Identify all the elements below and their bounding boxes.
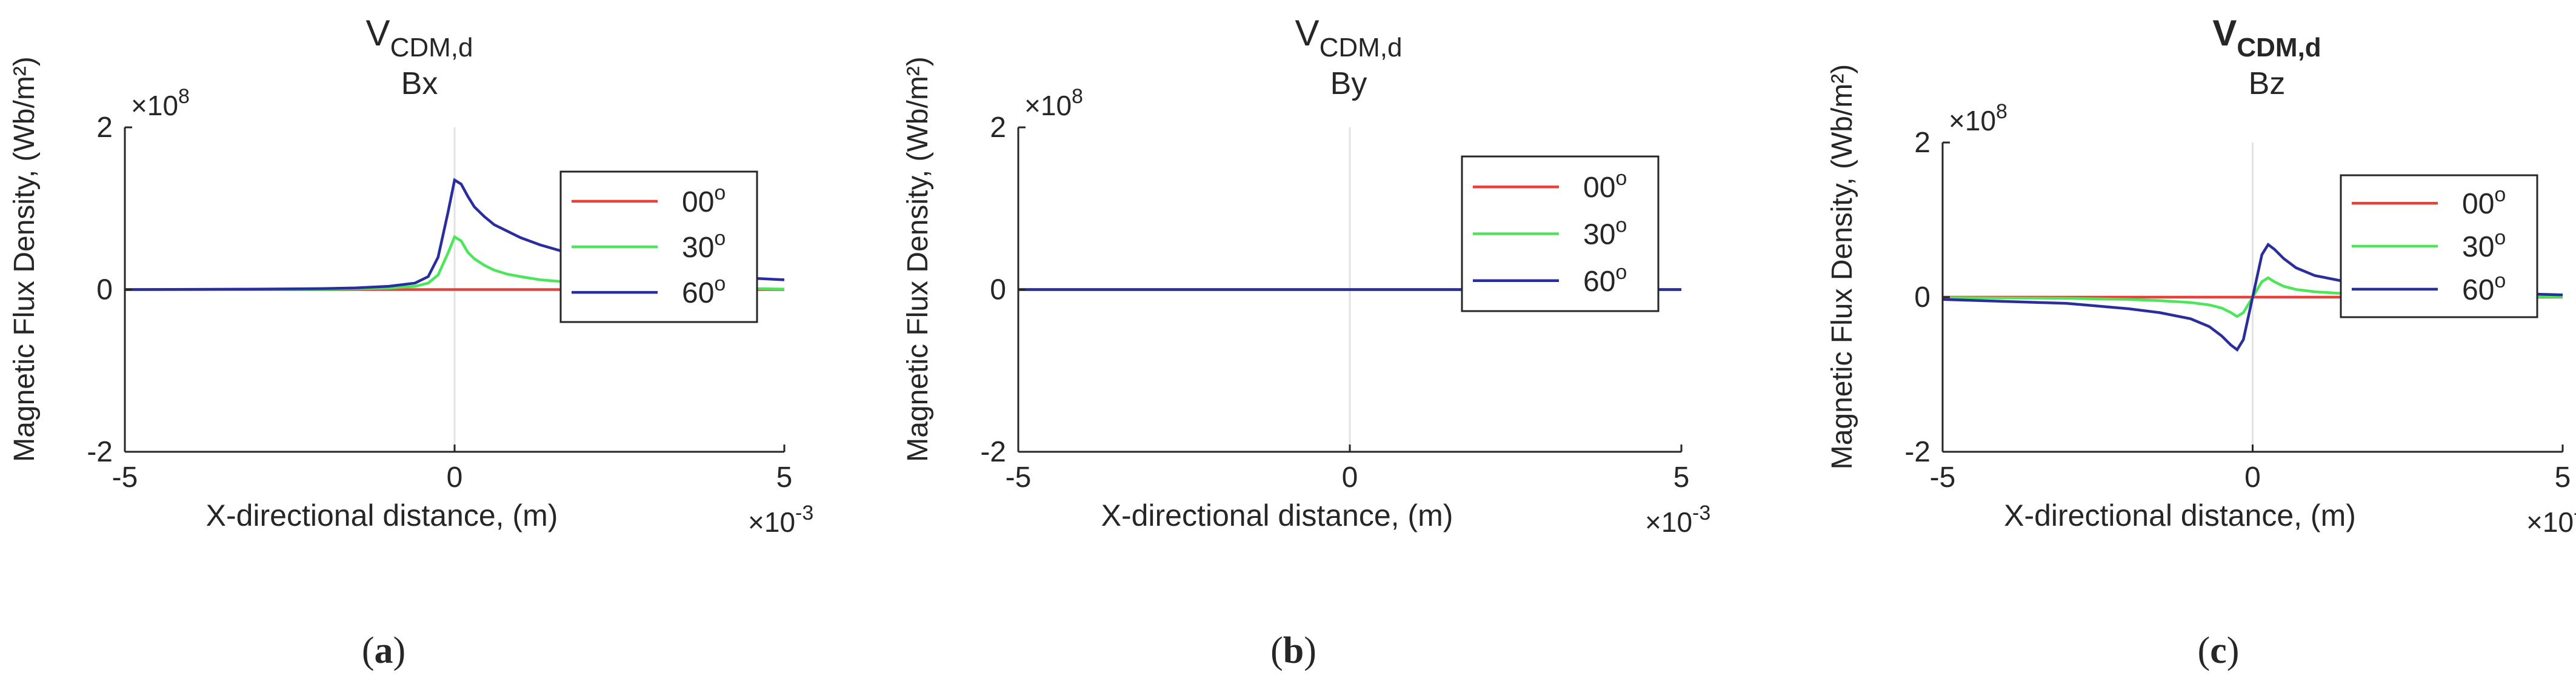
y-multiplier-exponent: 8	[178, 85, 190, 108]
y-axis-label: Magnetic Flux Density, (Wb/m²)	[902, 56, 934, 462]
legend-label-degree: o	[714, 272, 726, 295]
x-multiplier-base: ×10	[2526, 506, 2574, 538]
x-axis-label: X-directional distance, (m)	[206, 498, 558, 532]
y-tick-label: 2	[1914, 127, 1930, 159]
legend-label-value: 00	[1583, 172, 1615, 204]
caption-open-paren: (	[2198, 630, 2211, 671]
y-tick-label: 2	[96, 112, 113, 144]
legend-label-value: 00	[2462, 188, 2494, 220]
caption-open-paren: (	[1270, 630, 1283, 671]
panel-caption: (a)	[362, 630, 405, 671]
chart-subtitle: By	[1330, 66, 1367, 101]
legend-label-00: 00o	[2462, 183, 2506, 220]
legend-label-60: 60o	[2462, 269, 2506, 306]
legend-label-30: 30o	[1583, 214, 1627, 251]
y-multiplier-base: ×10	[1949, 105, 1996, 136]
chart-title: VCDM,d	[366, 13, 473, 62]
legend-label-30: 30o	[2462, 226, 2506, 263]
legend-label-degree: o	[2494, 183, 2506, 206]
panel-caption: (b)	[1270, 630, 1316, 671]
caption-close-paren: )	[1304, 630, 1316, 671]
y-multiplier-base: ×10	[131, 90, 178, 121]
y-multiplier-exponent: 8	[1072, 85, 1083, 108]
y-tick-label: 0	[1914, 281, 1930, 314]
legend-label-degree: o	[2494, 269, 2506, 292]
x-multiplier-base: ×10	[748, 506, 795, 538]
x-tick-label: 5	[776, 461, 793, 494]
legend-label-value: 60	[1583, 266, 1615, 298]
x-axis-label: X-directional distance, (m)	[2004, 498, 2356, 532]
chart-title: VCDM,d	[2212, 13, 2321, 62]
x-multiplier-exponent: -3	[2574, 502, 2576, 525]
y-tick-label: 0	[96, 274, 113, 306]
y-multiplier: ×108	[1024, 85, 1083, 121]
y-multiplier-base: ×10	[1024, 90, 1072, 121]
x-tick-label: 0	[447, 461, 463, 494]
x-tick-label: 0	[2244, 461, 2261, 494]
legend-label-00: 00o	[1583, 167, 1627, 204]
y-tick-label: 0	[990, 274, 1006, 306]
x-tick-label: -5	[112, 461, 138, 494]
x-multiplier: ×10-3	[1645, 502, 1710, 538]
legend-label-degree: o	[2494, 226, 2506, 249]
legend-label-value: 60	[2462, 274, 2494, 306]
x-multiplier-exponent: -3	[1692, 502, 1710, 525]
legend-label-00: 00o	[682, 181, 726, 218]
caption-letter: b	[1283, 630, 1304, 671]
y-tick-label: 2	[990, 112, 1006, 144]
legend-label-degree: o	[1615, 167, 1627, 190]
legend-label-value: 00	[682, 186, 714, 218]
caption-open-paren: (	[362, 630, 375, 671]
chart-subtitle: Bx	[401, 66, 438, 101]
x-tick-label: -5	[1930, 461, 1956, 494]
caption-close-paren: )	[2227, 630, 2240, 671]
y-axis-label: Magnetic Flux Density, (Wb/m²)	[8, 56, 41, 462]
legend-label-degree: o	[1615, 261, 1627, 284]
chart-subtitle: Bz	[2249, 66, 2286, 101]
x-tick-label: 5	[2555, 461, 2571, 494]
caption-letter: a	[375, 630, 393, 671]
x-multiplier: ×10-3	[748, 502, 813, 538]
caption-letter: c	[2210, 630, 2227, 671]
y-tick-label: -2	[1904, 436, 1930, 468]
chart-title-main: V	[2212, 13, 2237, 53]
y-multiplier: ×108	[131, 85, 190, 121]
chart-title-subscript: CDM,d	[1320, 33, 1403, 62]
panel-caption: (c)	[2198, 630, 2240, 671]
chart-title-subscript: CDM,d	[2237, 33, 2321, 62]
y-tick-label: -2	[980, 436, 1006, 468]
legend-label-degree: o	[714, 227, 726, 250]
y-multiplier-exponent: 8	[1996, 100, 2007, 123]
x-axis-label: X-directional distance, (m)	[1101, 498, 1453, 532]
legend-label-value: 30	[1583, 219, 1615, 251]
chart-title: VCDM,d	[1295, 13, 1403, 62]
chart-title-subscript: CDM,d	[390, 33, 473, 62]
legend-label-60: 60o	[682, 272, 726, 309]
chart-title-main: V	[1295, 13, 1320, 53]
y-multiplier: ×108	[1949, 100, 2007, 136]
legend-label-60: 60o	[1583, 261, 1627, 298]
y-tick-label: -2	[87, 436, 113, 468]
y-axis-label: Magnetic Flux Density, (Wb/m²)	[1826, 64, 1858, 470]
x-tick-label: 0	[1342, 461, 1358, 494]
x-multiplier: ×10-3	[2526, 502, 2576, 538]
legend-label-value: 30	[682, 232, 714, 264]
x-tick-label: 5	[1673, 461, 1690, 494]
legend-label-value: 60	[682, 277, 714, 309]
chart-title-main: V	[366, 13, 390, 53]
x-multiplier-exponent: -3	[795, 502, 813, 525]
x-multiplier-base: ×10	[1645, 506, 1692, 538]
x-tick-label: -5	[1006, 461, 1032, 494]
legend-label-30: 30o	[682, 227, 726, 264]
caption-close-paren: )	[393, 630, 406, 671]
legend-label-degree: o	[1615, 214, 1627, 237]
legend-label-value: 30	[2462, 231, 2494, 263]
legend-label-degree: o	[714, 181, 726, 204]
